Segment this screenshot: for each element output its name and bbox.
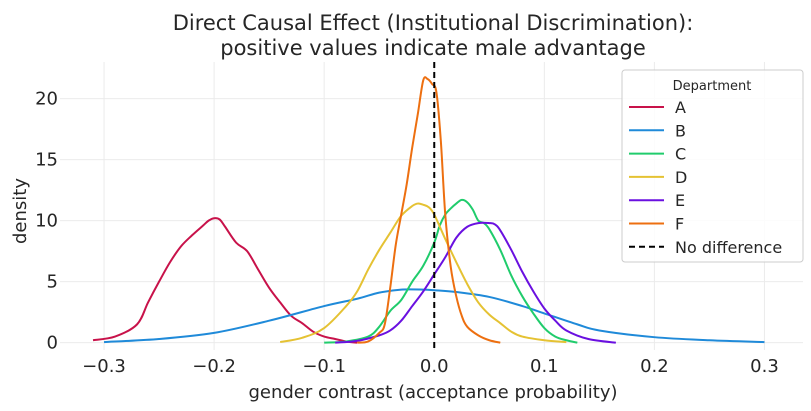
chart-title-line-1: Direct Causal Effect (Institutional Disc… xyxy=(173,11,694,35)
series-line-e xyxy=(335,221,617,344)
y-axis-ticks: 0 5 10 15 20 xyxy=(35,89,58,354)
series-line-a xyxy=(92,217,358,344)
series-line-c xyxy=(324,198,578,344)
x-tick-label: −0.2 xyxy=(192,356,236,377)
y-tick-label: 10 xyxy=(35,211,58,232)
legend-label: F xyxy=(675,215,684,234)
legend-label: D xyxy=(675,168,687,187)
y-tick-label: 5 xyxy=(47,272,58,293)
legend-label: B xyxy=(675,121,686,140)
y-tick-label: 0 xyxy=(47,333,58,354)
x-axis-ticks: −0.3 −0.2 −0.1 0.0 0.1 0.2 0.3 xyxy=(82,356,779,377)
legend-label: C xyxy=(675,145,686,164)
y-tick-label: 20 xyxy=(35,89,58,110)
chart-title-line-2: positive values indicate male advantage xyxy=(220,36,646,60)
series-line-b xyxy=(103,288,765,344)
series-lines xyxy=(92,76,765,344)
x-tick-label: 0.3 xyxy=(750,356,779,377)
x-axis-label: gender contrast (acceptance probability) xyxy=(248,382,617,403)
series-line-d xyxy=(279,202,567,344)
legend-label: E xyxy=(675,191,685,210)
y-axis-label: density xyxy=(10,178,31,244)
legend-label: A xyxy=(675,98,686,117)
series-line-f xyxy=(357,76,501,344)
y-tick-label: 15 xyxy=(35,150,58,171)
x-tick-label: −0.3 xyxy=(82,356,126,377)
legend-frame xyxy=(621,69,804,263)
x-tick-label: 0.2 xyxy=(640,356,669,377)
legend-title: Department xyxy=(673,79,752,94)
x-tick-label: 0.1 xyxy=(530,356,559,377)
x-tick-label: −0.1 xyxy=(302,356,346,377)
legend-label: No difference xyxy=(675,238,782,257)
x-tick-label: 0.0 xyxy=(420,356,449,377)
